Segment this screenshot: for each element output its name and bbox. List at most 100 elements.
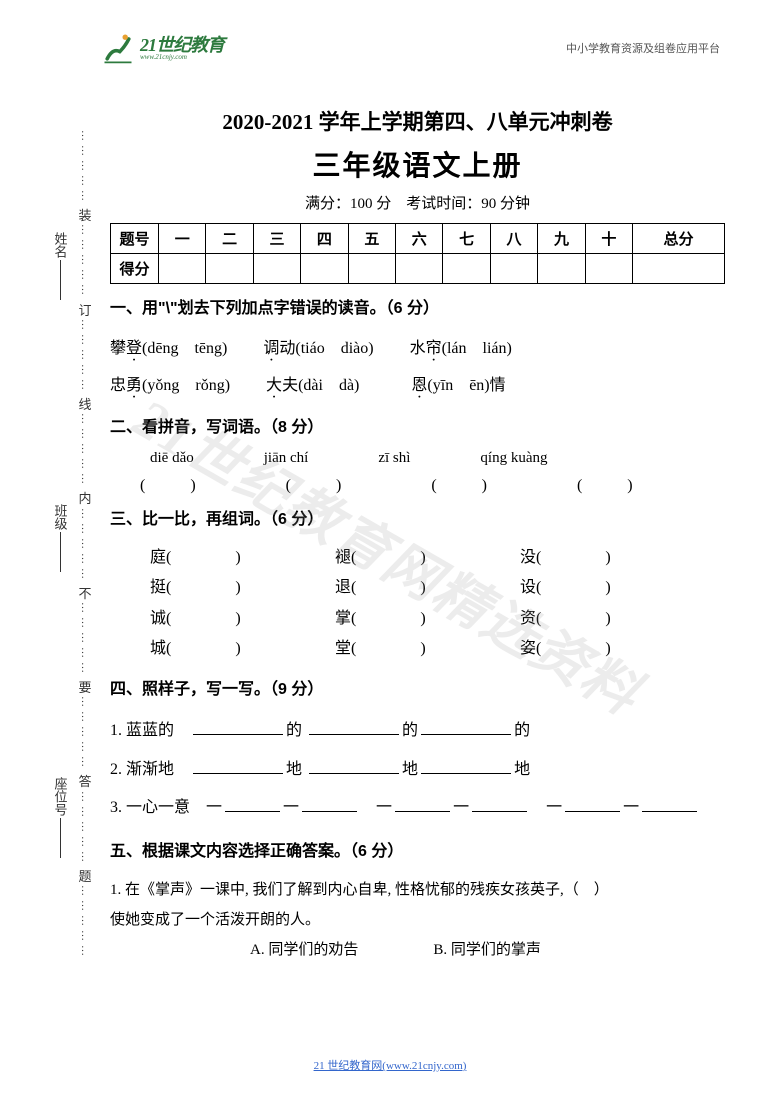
seat-label: 座位号 (51, 777, 70, 858)
score-label-cell: 得分 (111, 254, 159, 284)
q2-heading: 二、看拼音，写词语。（8 分） (110, 415, 725, 441)
q3-item: 庭( ) (150, 543, 335, 573)
q3-item: 城( ) (150, 634, 335, 664)
runner-icon (100, 30, 136, 66)
col-cell: 五 (348, 224, 395, 254)
pinyin-item: zī shì (378, 450, 410, 467)
score-cell (206, 254, 253, 284)
exam-subtitle: 满分：100 分 考试时间：90 分钟 (110, 192, 725, 213)
header-right-text: 中小学教育资源及组卷应用平台 (566, 40, 720, 56)
q5-text-line2: 使她变成了一个活泼开朗的人。 (110, 905, 725, 935)
q2-blanks-row: () () () () (110, 477, 725, 495)
q4-heading: 四、照样子，写一写。（9 分） (110, 677, 725, 703)
blank (642, 811, 697, 812)
blank (309, 773, 399, 774)
score-cell (348, 254, 395, 284)
col-cell: 一 (159, 224, 206, 254)
dotted-char: 调 (263, 332, 279, 366)
q3-row: 挺( ) 退( ) 设( ) (110, 573, 725, 603)
logo-text: 21世纪教育 www.21cnjy.com (140, 36, 224, 61)
dotted-char: 恩 (411, 369, 427, 403)
class-label: 班级 (51, 504, 70, 572)
score-cell (443, 254, 490, 284)
paren-blank: () (431, 477, 532, 495)
pinyin-item: jiān chí (264, 450, 309, 467)
q3-item: 设( ) (520, 573, 705, 603)
score-cell (633, 254, 725, 284)
page-footer: 21 世纪教育网(www.21cnjy.com) (0, 1057, 780, 1073)
q3-item: 堂( ) (335, 634, 520, 664)
col-cell: 七 (443, 224, 490, 254)
col-cell: 六 (396, 224, 443, 254)
binding-line: …………… 装 …………… 订 …………… 线 …………… 内 …………… 不 … (75, 130, 95, 960)
score-cell (396, 254, 443, 284)
dotted-char: 帘 (426, 332, 442, 366)
blank (565, 811, 620, 812)
main-content: 2020-2021 学年上学期第四、八单元冲刺卷 三年级语文上册 满分：100 … (110, 106, 725, 965)
header-label-cell: 题号 (111, 224, 159, 254)
col-cell: 十 (585, 224, 632, 254)
paren-blank: () (140, 477, 241, 495)
q3-item: 退( ) (335, 573, 520, 603)
score-cell (490, 254, 537, 284)
pinyin-item: qíng kuàng (480, 450, 547, 467)
q3-item: 褪( ) (335, 543, 520, 573)
q5-options: A. 同学们的劝告 B. 同学们的掌声 (110, 935, 725, 965)
score-cell (253, 254, 300, 284)
score-cell (585, 254, 632, 284)
table-row: 题号 一 二 三 四 五 六 七 八 九 十 总分 (111, 224, 725, 254)
col-cell: 八 (490, 224, 537, 254)
q5-heading: 五、根据课文内容选择正确答案。（6 分） (110, 839, 725, 865)
q3-row: 城( ) 堂( ) 姿( ) (110, 634, 725, 664)
q3-heading: 三、比一比，再组词。（6 分） (110, 507, 725, 533)
blank (472, 811, 527, 812)
q4-line1: 1. 蓝蓝的 的 的的 (110, 712, 725, 750)
logo: 21世纪教育 www.21cnjy.com (100, 30, 224, 66)
table-row: 得分 (111, 254, 725, 284)
page-header: 21世纪教育 www.21cnjy.com 中小学教育资源及组卷应用平台 (0, 0, 780, 76)
logo-main-text: 21世纪教育 (140, 36, 224, 54)
score-cell (301, 254, 348, 284)
q1-row1: 攀登(dēng tēng) 调动(tiáo diào) 水帘(lán lián) (110, 332, 725, 366)
dotted-char: 大 (266, 369, 282, 403)
col-cell: 四 (301, 224, 348, 254)
q3-item: 姿( ) (520, 634, 705, 664)
name-label: 姓名 (51, 232, 70, 300)
option-b: B. 同学们的掌声 (433, 942, 541, 958)
q5-text-line1: 1. 在《掌声》一课中, 我们了解到内心自卑, 性格忧郁的残疾女孩英子,（ ） (110, 875, 725, 905)
dotted-char: 登 (126, 332, 142, 366)
q3-row: 诚( ) 掌( ) 资( ) (110, 604, 725, 634)
q3-item: 挺( ) (150, 573, 335, 603)
paren-blank: () (286, 477, 387, 495)
col-cell: 三 (253, 224, 300, 254)
col-cell: 二 (206, 224, 253, 254)
option-a: A. 同学们的劝告 (250, 942, 358, 958)
q3-item: 没( ) (520, 543, 705, 573)
blank (193, 734, 283, 735)
score-cell (159, 254, 206, 284)
pinyin-item: diē dǎo (150, 450, 194, 467)
blank (421, 773, 511, 774)
dotted-char: 勇 (126, 369, 142, 403)
paren-blank: () (577, 477, 678, 495)
q3-item: 诚( ) (150, 604, 335, 634)
blank (395, 811, 450, 812)
exam-title-line2: 三年级语文上册 (110, 144, 725, 184)
col-cell: 九 (538, 224, 585, 254)
score-cell (538, 254, 585, 284)
blank (302, 811, 357, 812)
score-table: 题号 一 二 三 四 五 六 七 八 九 十 总分 得分 (110, 223, 725, 284)
q3-item: 资( ) (520, 604, 705, 634)
blank (193, 773, 283, 774)
q4-line2: 2. 渐渐地 地 地地 (110, 751, 725, 789)
logo-sub-text: www.21cnjy.com (140, 54, 224, 61)
blank (309, 734, 399, 735)
q4-line3: 3. 一心一意 一一 一一 一一 (110, 789, 725, 827)
q1-row2: 忠勇(yǒng rǒng) 大夫(dài dà) 恩(yīn ēn)情 (110, 369, 725, 403)
q3-row: 庭( ) 褪( ) 没( ) (110, 543, 725, 573)
exam-title-line1: 2020-2021 学年上学期第四、八单元冲刺卷 (110, 106, 725, 136)
q3-item: 掌( ) (335, 604, 520, 634)
q2-pinyin-row: diē dǎo jiān chí zī shì qíng kuàng (110, 450, 725, 467)
blank (225, 811, 280, 812)
q1-heading: 一、用"\"划去下列加点字错误的读音。（6 分） (110, 296, 725, 322)
